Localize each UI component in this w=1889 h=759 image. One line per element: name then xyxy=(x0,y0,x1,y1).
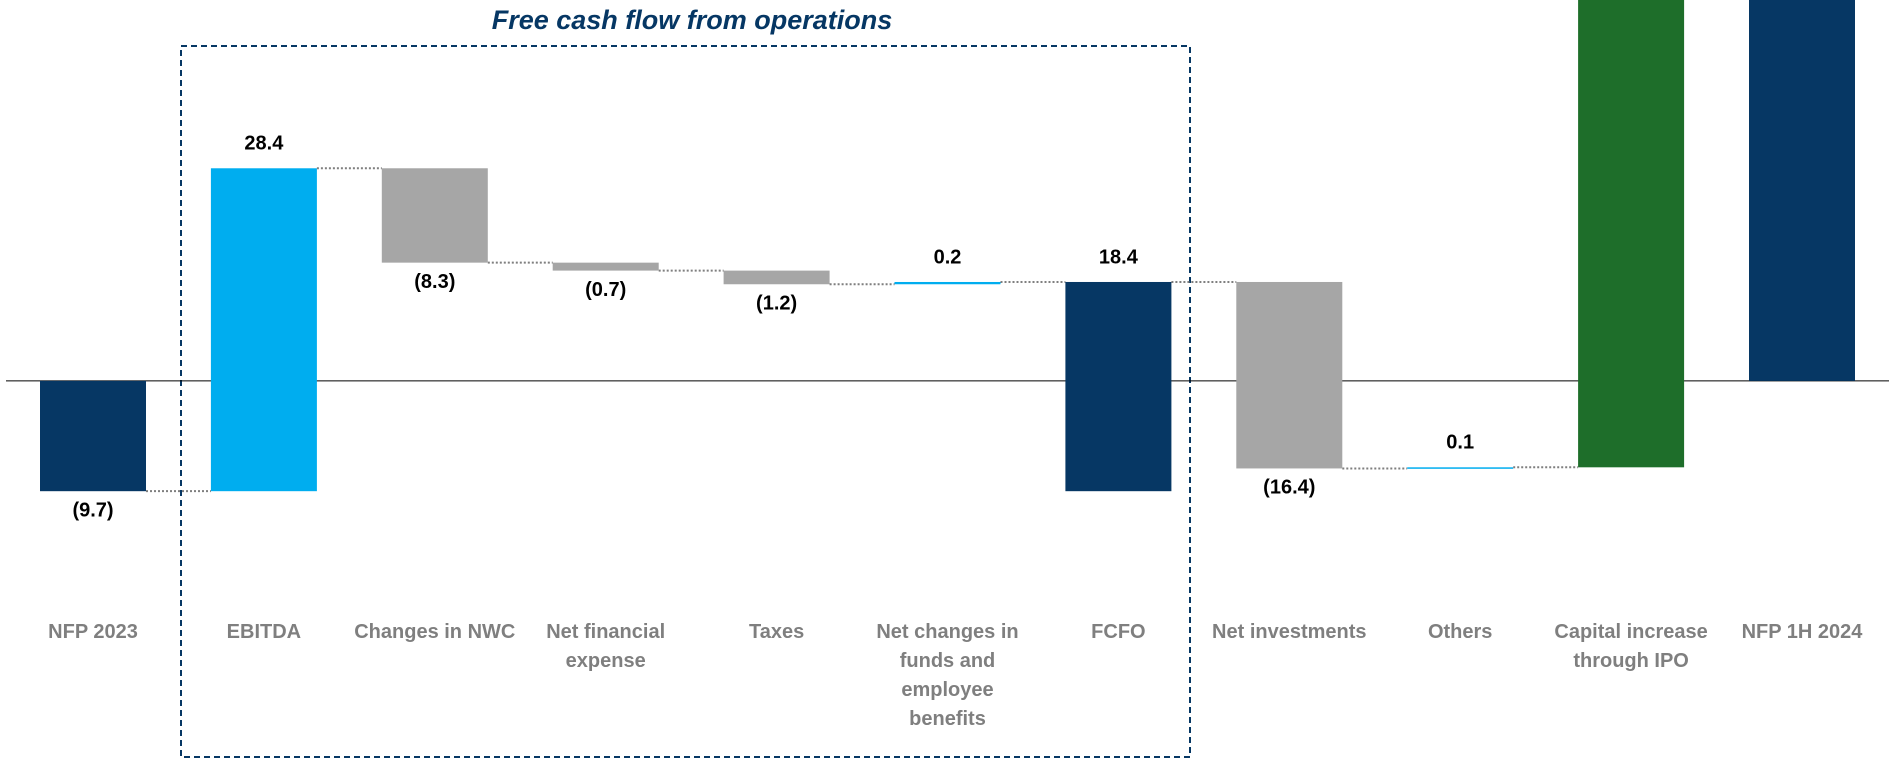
value-label: 28.4 xyxy=(244,133,284,155)
group-bracket xyxy=(180,45,1191,758)
value-label: (9.7) xyxy=(72,499,113,521)
bar xyxy=(381,168,488,263)
category-label: Capital increase through IPO xyxy=(1554,621,1708,672)
value-label: (1.2) xyxy=(756,293,797,315)
category-label: EBITDA xyxy=(226,621,302,643)
value-label: (8.3) xyxy=(414,271,455,293)
bar xyxy=(1407,467,1514,469)
bar xyxy=(1749,0,1855,381)
bar xyxy=(552,262,659,271)
category-label: Net investments xyxy=(1212,621,1367,643)
value-label: 0.2 xyxy=(934,246,962,268)
category-label: NFP 1H 2024 xyxy=(1741,621,1863,643)
value-label: (0.7) xyxy=(585,279,626,301)
bar xyxy=(894,281,1001,285)
bar xyxy=(1065,281,1172,492)
bar xyxy=(210,168,317,492)
bar xyxy=(1236,281,1343,469)
category-label: Changes in NWC xyxy=(354,621,516,643)
value-label: (16.4) xyxy=(1263,477,1315,499)
bar xyxy=(723,270,830,285)
category-label: Net changes in funds and employee benefi… xyxy=(876,621,1019,730)
bar xyxy=(1578,0,1685,468)
bar xyxy=(40,380,146,492)
chart-title: Free cash flow from operations xyxy=(492,5,893,35)
category-label: Others xyxy=(1427,621,1493,643)
category-label: Taxes xyxy=(748,621,805,643)
value-label: 18.4 xyxy=(1099,246,1139,268)
value-label: 0.1 xyxy=(1446,432,1474,454)
category-label: NFP 2023 xyxy=(48,621,138,643)
category-label: FCFO xyxy=(1091,621,1146,643)
category-label: Net financial expense xyxy=(546,621,666,672)
